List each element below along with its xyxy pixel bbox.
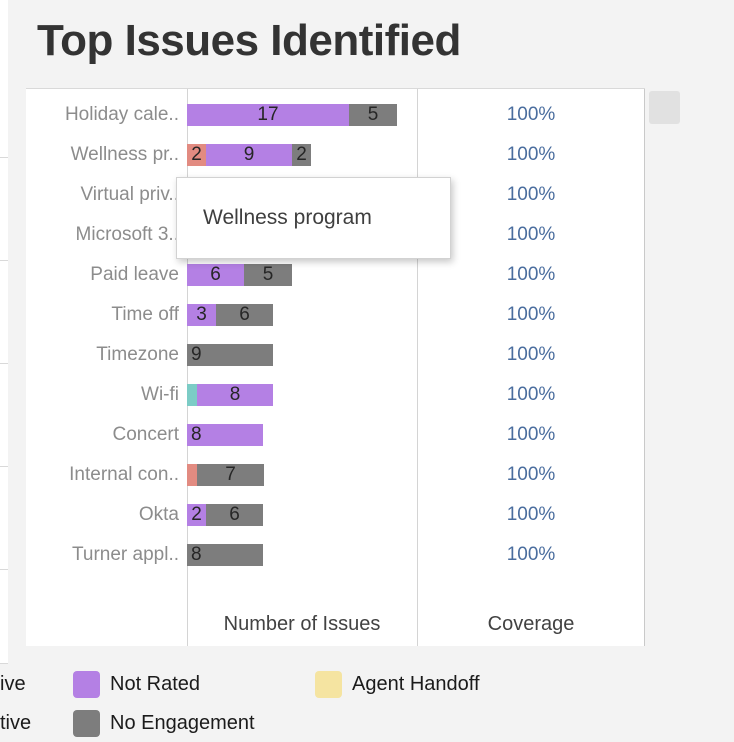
pane-edge-line [0,260,8,261]
bar-segment-no_engagement[interactable]: 6 [206,504,263,526]
coverage-value[interactable]: 100% [506,144,556,165]
row-label[interactable]: Concert [112,424,179,445]
row-label[interactable]: Okta [138,504,179,525]
table-row: Okta 2 6 100% [26,495,645,535]
legend-label-no-engagement[interactable]: No Engagement [110,712,255,734]
table-row: Timezone 9 100% [26,335,645,375]
row-label[interactable]: Virtual priv.. [80,184,179,205]
table-row: Microsoft 3.. 100% [26,215,645,255]
stacked-bar: 8 [187,424,263,446]
bar-segment-not_rated[interactable]: 2 [187,504,206,526]
bar-segment-not_rated[interactable]: 6 [187,264,244,286]
stacked-bar: 8 [187,384,273,406]
legend-label-positive-cut[interactable]: ive [0,673,26,695]
legend-row-2: tive No Engagement [0,709,734,737]
table-row: Paid leave 6 5 100% [26,255,645,295]
coverage-value[interactable]: 100% [506,544,556,565]
scrollbar-thumb[interactable] [649,91,680,124]
x-axis-title-coverage: Coverage [487,613,575,635]
coverage-value[interactable]: 100% [506,224,556,245]
bar-segment-no_engagement[interactable]: 7 [197,464,264,486]
bar-segment-no_engagement[interactable]: 2 [292,144,311,166]
legend-label-negative-cut[interactable]: tive [0,712,32,734]
pane-edge-line [0,569,8,570]
coverage-value[interactable]: 100% [506,104,556,125]
bar-segment-no_engagement[interactable]: 8 [187,544,263,566]
row-label[interactable]: Microsoft 3.. [75,224,179,245]
coverage-value[interactable]: 100% [506,384,556,405]
legend-label-agent-handoff[interactable]: Agent Handoff [352,673,480,695]
top-issues-chart: Holiday cale.. 17 5 100% Wellness pr.. 2 9 2 100… [26,88,645,646]
bar-segment-no_engagement[interactable]: 5 [244,264,292,286]
table-row: Wi-fi 8 100% [26,375,645,415]
bar-segment-positive[interactable] [187,384,197,406]
bar-segment-not_rated[interactable]: 17 [187,104,349,126]
coverage-value[interactable]: 100% [506,344,556,365]
table-row: Virtual priv.. 100% [26,175,645,215]
coverage-value[interactable]: 100% [506,464,556,485]
legend-swatch-agent-handoff[interactable] [315,671,342,698]
legend-swatch-no-engagement[interactable] [73,710,100,737]
bar-segment-no_engagement[interactable]: 9 [187,344,273,366]
pane-divider [417,89,418,646]
coverage-value[interactable]: 100% [506,304,556,325]
row-label[interactable]: Timezone [96,344,179,365]
row-label[interactable]: Internal con.. [69,464,179,485]
coverage-value[interactable]: 100% [506,264,556,285]
pane-edge-line [0,363,8,364]
stacked-bar: 7 [187,464,264,486]
row-label[interactable]: Wellness pr.. [70,144,179,165]
stacked-bar: 8 [187,544,263,566]
table-row: Internal con.. 7 100% [26,455,645,495]
table-row: Holiday cale.. 17 5 100% [26,95,645,135]
legend-label-not-rated[interactable]: Not Rated [110,673,201,695]
bar-segment-not_rated[interactable]: 8 [187,424,263,446]
stacked-bar: 9 [187,344,273,366]
bar-segment-negative[interactable]: 2 [187,144,206,166]
row-label[interactable]: Time off [111,304,179,325]
row-label[interactable]: Turner appl.. [71,544,179,565]
bar-segment-no_engagement[interactable]: 5 [349,104,397,126]
coverage-value[interactable]: 100% [506,184,556,205]
tooltip-text: Wellness program [203,206,372,229]
row-label[interactable]: Paid leave [90,264,179,285]
table-row: Concert 8 100% [26,415,645,455]
pane-edge-line [0,466,8,467]
legend-row-1: ive Not Rated Agent Handoff [0,670,734,698]
table-row: Time off 3 6 100% [26,295,645,335]
table-row: Wellness pr.. 2 9 2 100% [26,135,645,175]
bar-segment-no_engagement[interactable]: 6 [216,304,273,326]
row-label[interactable]: Holiday cale.. [64,104,179,125]
coverage-value[interactable]: 100% [506,504,556,525]
chart-right-border [644,89,645,646]
pane-edge-line [0,663,8,664]
bar-segment-not_rated[interactable]: 8 [197,384,273,406]
row-label[interactable]: Wi-fi [141,384,179,405]
legend-swatch-not-rated[interactable] [73,671,100,698]
tooltip: Wellness program [176,177,451,259]
cropped-left-pane-edge [0,0,8,664]
coverage-value[interactable]: 100% [506,424,556,445]
bar-segment-negative[interactable] [187,464,197,486]
axis-line [187,89,188,646]
x-axis-title-issues: Number of Issues [223,613,381,635]
bar-segment-not_rated[interactable]: 3 [187,304,216,326]
table-row: Turner appl.. 8 100% [26,535,645,575]
stacked-bar: 17 5 [187,104,397,126]
page-title: Top Issues Identified [37,16,461,65]
bar-segment-not_rated[interactable]: 9 [206,144,292,166]
pane-edge-line [0,157,8,158]
